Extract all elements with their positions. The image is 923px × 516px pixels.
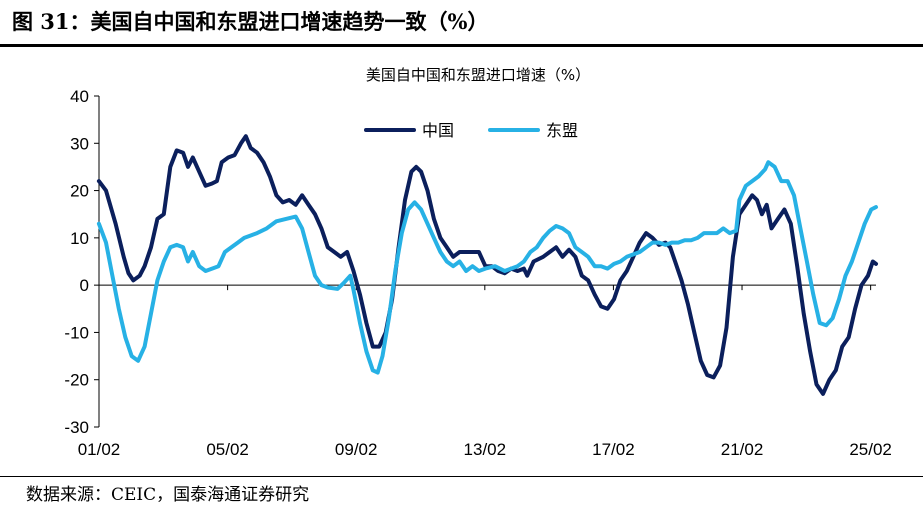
y-tick-label: -20 xyxy=(64,371,89,390)
chart-title: 美国自中国和东盟进口增速（%） xyxy=(366,66,590,84)
y-tick-label: 40 xyxy=(70,87,89,106)
x-tick-label: 05/02 xyxy=(206,440,249,459)
y-tick-label: 30 xyxy=(70,134,89,153)
y-tick-label: 0 xyxy=(80,276,89,295)
axes: -30 -20 -10 0 10 20 30 40 01/02 05/02 09/02 13/02 17… xyxy=(64,87,891,459)
x-tick-label: 01/02 xyxy=(78,440,121,459)
source-rule xyxy=(0,476,923,477)
figure-title: 图 31：美国自中国和东盟进口增速趋势一致（%） xyxy=(12,9,489,34)
x-tick-label: 25/02 xyxy=(849,440,892,459)
legend: 中国 东盟 xyxy=(364,121,578,140)
x-tick-label: 09/02 xyxy=(335,440,378,459)
legend-label: 东盟 xyxy=(546,121,578,140)
y-tick-label: -30 xyxy=(64,418,89,437)
data-source: 数据来源：CEIC，国泰海通证券研究 xyxy=(26,485,310,505)
plot-area xyxy=(96,134,878,396)
y-tick-label: 10 xyxy=(70,229,89,248)
line-chart: 美国自中国和东盟进口增速（%） -30 -20 -10 0 10 20 30 40 01/02 0… xyxy=(64,66,891,459)
y-tick-label: -10 xyxy=(64,323,89,342)
title-rule xyxy=(0,44,923,47)
y-tick-label: 20 xyxy=(70,182,89,201)
series-line-asean xyxy=(96,160,878,375)
x-tick-label: 17/02 xyxy=(592,440,635,459)
x-tick-label: 21/02 xyxy=(721,440,764,459)
x-tick-label: 13/02 xyxy=(464,440,507,459)
legend-label: 中国 xyxy=(422,121,454,140)
